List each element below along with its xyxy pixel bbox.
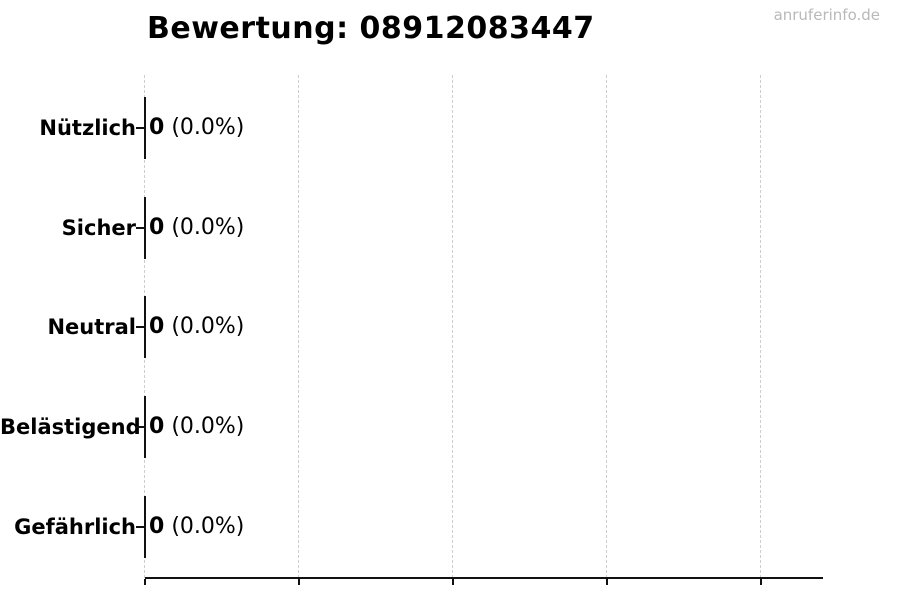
category-label: Sicher — [61, 216, 136, 240]
gridline — [298, 75, 299, 578]
bar-value-label: 0 (0.0%) — [149, 197, 244, 259]
bar-row-belaestigend: Belästigend 0 (0.0%) — [0, 396, 900, 458]
bar-value-label: 0 (0.0%) — [149, 396, 244, 458]
bar-row-nuetzlich: Nützlich 0 (0.0%) — [0, 97, 900, 159]
zero-value-bar — [144, 396, 146, 458]
zero-value-bar — [144, 97, 146, 159]
x-axis-tick — [606, 579, 608, 585]
y-axis-tick — [136, 127, 144, 129]
value-percent: (0.0%) — [171, 314, 245, 339]
value-percent: (0.0%) — [171, 115, 245, 140]
bar-value-label: 0 (0.0%) — [149, 97, 244, 159]
x-axis-tick — [760, 579, 762, 585]
value-count: 0 — [149, 314, 165, 339]
y-axis-tick — [136, 526, 144, 528]
x-axis-tick — [298, 579, 300, 585]
zero-value-bar — [144, 197, 146, 259]
gridline — [452, 75, 453, 578]
x-axis-line — [145, 577, 823, 579]
category-label: Gefährlich — [14, 515, 136, 539]
bar-value-label: 0 (0.0%) — [149, 296, 244, 358]
gridline — [606, 75, 607, 578]
bar-row-sicher: Sicher 0 (0.0%) — [0, 197, 900, 259]
category-label: Neutral — [47, 315, 136, 339]
bar-value-label: 0 (0.0%) — [149, 496, 244, 558]
category-label: Nützlich — [39, 116, 136, 140]
y-axis-tick — [136, 426, 144, 428]
value-percent: (0.0%) — [171, 215, 245, 240]
value-percent: (0.0%) — [171, 414, 245, 439]
value-count: 0 — [149, 215, 165, 240]
x-axis-tick — [452, 579, 454, 585]
x-axis-tick — [144, 579, 146, 585]
bar-row-neutral: Neutral 0 (0.0%) — [0, 296, 900, 358]
category-label: Belästigend — [0, 415, 141, 439]
value-count: 0 — [149, 514, 165, 539]
value-count: 0 — [149, 115, 165, 140]
chart-title: Bewertung: 08912083447 — [147, 11, 595, 46]
zero-value-bar — [144, 496, 146, 558]
watermark-text: anruferinfo.de — [773, 6, 880, 24]
value-count: 0 — [149, 414, 165, 439]
value-percent: (0.0%) — [171, 514, 245, 539]
zero-value-bar — [144, 296, 146, 358]
gridline — [760, 75, 761, 578]
y-axis-tick — [136, 227, 144, 229]
bar-row-gefaehrlich: Gefährlich 0 (0.0%) — [0, 496, 900, 558]
y-axis-tick — [136, 326, 144, 328]
